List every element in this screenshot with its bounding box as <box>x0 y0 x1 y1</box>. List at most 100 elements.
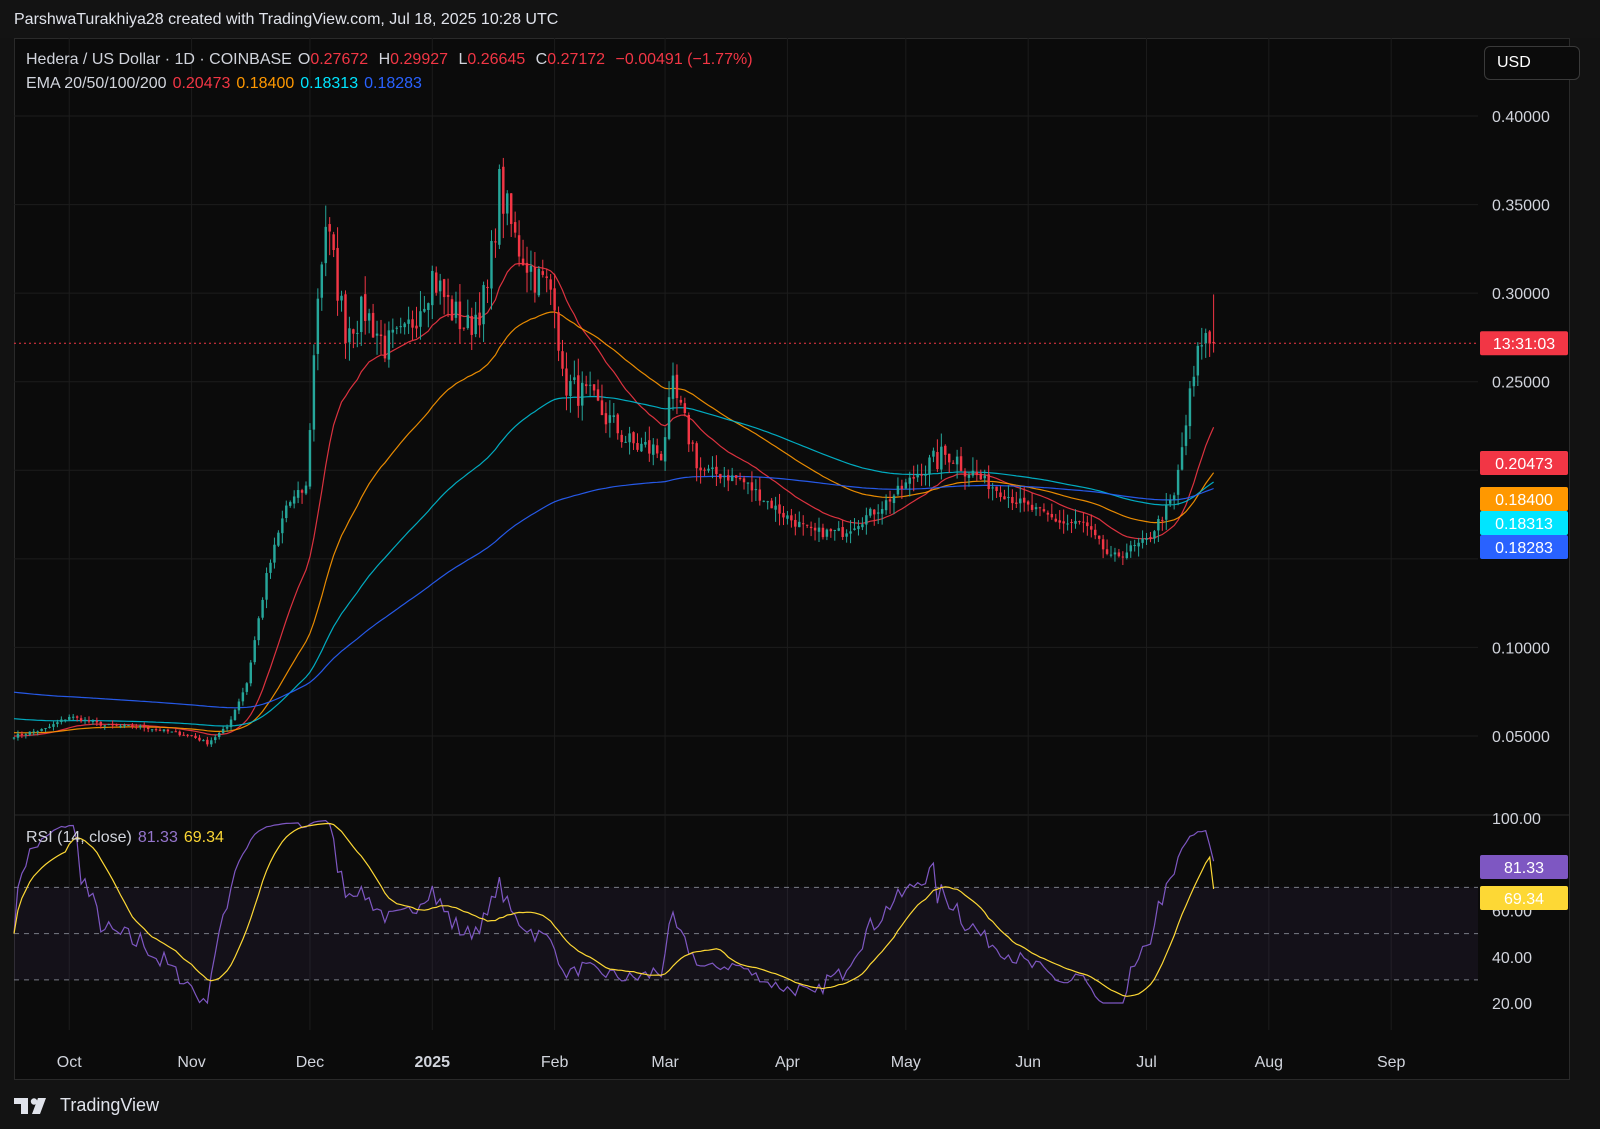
candle-body <box>1165 504 1168 520</box>
ema-line-100 <box>13 395 1214 727</box>
candle-body <box>249 662 252 684</box>
y-tick-label: 0.10000 <box>1492 640 1550 657</box>
candle-body <box>462 327 466 329</box>
candle-body <box>277 532 280 546</box>
candle-body <box>395 327 398 329</box>
candle-body <box>75 716 79 718</box>
candle-body <box>154 729 158 731</box>
candle-body <box>715 466 718 475</box>
candle-body <box>450 299 454 321</box>
candle-body <box>904 482 908 489</box>
ema200-tag-bg <box>1480 535 1568 559</box>
candle-body <box>837 528 840 531</box>
low-label: L <box>458 51 468 68</box>
candle-body <box>454 301 458 318</box>
candle-body <box>987 474 990 490</box>
candle-body <box>174 731 178 733</box>
candle-body <box>466 314 470 328</box>
candle-body <box>967 474 971 478</box>
grid-lines <box>14 38 1570 1030</box>
candle-body <box>194 735 197 739</box>
currency-button[interactable]: USD <box>1484 46 1580 80</box>
candle-body <box>616 414 619 434</box>
countdown-tag-bg <box>1480 331 1568 356</box>
candle-body <box>569 381 572 397</box>
candle-body <box>983 475 986 479</box>
candle-body <box>727 475 730 481</box>
candle-body <box>1101 539 1105 550</box>
candle-body <box>79 718 83 722</box>
candle-body <box>671 375 675 399</box>
candle-body <box>707 468 710 471</box>
candle-body <box>1129 545 1132 552</box>
candle-body <box>1168 499 1172 504</box>
candle-body <box>778 504 781 514</box>
candle-body <box>1015 502 1018 504</box>
candle-body <box>52 724 55 727</box>
candle-body <box>178 731 181 736</box>
candle-body <box>959 456 963 471</box>
candle-body <box>624 441 627 443</box>
candle-body <box>190 735 193 737</box>
ema50-value: 0.18400 <box>236 75 295 92</box>
candle-body <box>920 474 923 476</box>
rsi-legend: RSI (14, close) 81.33 69.34 <box>26 829 230 847</box>
candle-body <box>861 524 864 528</box>
candle-body <box>695 443 698 469</box>
candle-body <box>304 485 308 494</box>
ema20-value: 0.20473 <box>172 75 231 92</box>
candle-body <box>979 473 983 480</box>
candle-body <box>549 279 552 290</box>
candle-body <box>644 441 647 445</box>
candle-body <box>529 265 533 272</box>
candle-body <box>999 492 1002 498</box>
candle-body <box>924 474 927 476</box>
y-tick-label: 0.25000 <box>1492 375 1550 392</box>
candle-body <box>1007 497 1010 499</box>
candle-body <box>754 489 758 491</box>
candle-body <box>683 403 687 414</box>
candle-body <box>478 312 481 326</box>
candle-body <box>1054 518 1057 522</box>
candle-body <box>742 478 746 483</box>
candle-body <box>71 716 75 718</box>
candle-body <box>1208 331 1211 344</box>
candle-body <box>202 740 205 742</box>
candle-body <box>344 294 347 344</box>
candle-body <box>292 496 296 504</box>
candle-body <box>186 734 189 736</box>
y-tick-label: 0.35000 <box>1492 198 1550 215</box>
candle-body <box>170 731 174 733</box>
candle-body <box>1153 531 1156 539</box>
tradingview-logo-icon <box>14 1097 46 1114</box>
candle-body <box>730 475 734 482</box>
candle-body <box>620 434 623 443</box>
candle-body <box>269 562 272 573</box>
candle-body <box>383 335 387 359</box>
candle-body <box>387 330 391 360</box>
candle-body <box>632 432 635 444</box>
x-tick-label: Dec <box>296 1054 324 1071</box>
candle-body <box>509 193 513 224</box>
candle-body <box>296 490 300 498</box>
candle-body <box>1066 523 1069 525</box>
tradingview-wordmark: TradingView <box>60 1095 160 1115</box>
candle-body <box>474 314 477 335</box>
candle-body <box>68 716 71 720</box>
candle-body <box>888 499 892 502</box>
candle-body <box>766 501 769 503</box>
ema100-tag: 0.18313 <box>1495 516 1553 533</box>
candle-body <box>940 446 943 470</box>
candle-body <box>762 500 765 502</box>
candle-body <box>40 728 43 732</box>
candle-body <box>1125 552 1129 558</box>
candle-body <box>486 286 489 289</box>
candle-body <box>403 323 406 328</box>
candle-body <box>652 444 655 455</box>
tradingview-logo[interactable]: TradingView <box>14 1095 159 1116</box>
candle-body <box>1030 504 1034 510</box>
low-value: 0.26645 <box>467 51 526 68</box>
candle-body <box>738 478 742 480</box>
candle-body <box>1121 556 1125 558</box>
